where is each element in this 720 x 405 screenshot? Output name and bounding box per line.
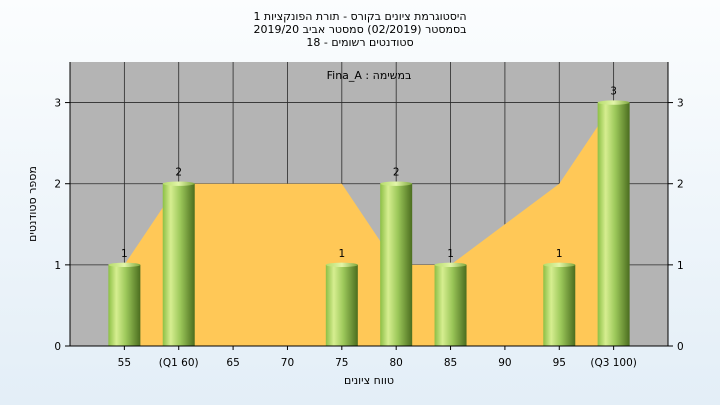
bar-top-cap [380, 181, 413, 186]
chart-title-line-3: סטודנטים רשומים - 18 [306, 36, 414, 49]
bar-value-label: 1 [556, 248, 563, 260]
bar-value-label: 3 [610, 86, 617, 98]
left-y-tick-label: 3 [54, 98, 61, 110]
left-y-tick-label: 1 [54, 260, 61, 272]
x-tick-label: (Q1 60) [159, 357, 199, 369]
right-y-tick-label: 0 [677, 341, 684, 353]
histogram-bar [162, 183, 195, 346]
bar-value-label: 2 [175, 167, 182, 179]
histogram-bar [108, 264, 141, 346]
bar-series: 1 2 1 2 1 1 3 [108, 86, 630, 346]
x-tick-label: 80 [389, 357, 402, 369]
histogram-bar [434, 264, 467, 346]
histogram-bar [543, 264, 576, 346]
x-tick-label: 75 [335, 357, 348, 369]
y-axis-label: מספר סטודנטים [26, 166, 39, 242]
chart-titles: היסטוגרמת ציונים בקורס - תורת הפונקציות … [0, 10, 720, 49]
x-tick-label: 85 [444, 357, 457, 369]
bar-value-label: 1 [447, 248, 454, 260]
area-series [124, 102, 614, 346]
right-y-tick-label: 1 [677, 260, 684, 272]
x-tick-label: 70 [281, 357, 294, 369]
x-tick-label: 65 [226, 357, 239, 369]
left-y-tick-label: 2 [54, 179, 61, 191]
x-axis-label: טווח ציונים [344, 374, 394, 387]
plot-inner-title: Fina_A : במשימה [327, 69, 412, 82]
chart-title-line-2: בסמסטר (02/2019) סמסטר אביב 2019/20 [253, 23, 467, 36]
bar-top-cap [108, 262, 141, 268]
bar-top-cap [543, 262, 576, 268]
x-tick-label: (Q3 100) [590, 357, 637, 369]
right-y-tick-label: 3 [677, 98, 684, 110]
bar-value-label: 1 [338, 248, 345, 260]
x-tick-label: 90 [498, 357, 511, 369]
histogram-bar [380, 183, 413, 346]
axes [69, 62, 669, 347]
bar-top-cap [162, 181, 195, 186]
left-y-tick-labels: 0 1 2 3 [54, 98, 70, 353]
chart-title-line-1: היסטוגרמת ציונים בקורס - תורת הפונקציות … [253, 10, 467, 23]
bar-top-cap [325, 262, 358, 268]
bar-top-cap [597, 100, 630, 105]
histogram-bar [597, 102, 630, 346]
left-y-tick-label: 0 [54, 341, 61, 353]
bar-value-label: 1 [121, 248, 128, 260]
right-y-tick-labels: 0 1 2 3 [668, 98, 684, 353]
x-tick-label: 55 [118, 357, 131, 369]
x-tick-labels: 55 (Q1 60) 65 70 75 80 85 90 95 (Q3 100) [118, 346, 637, 369]
histogram-bar [325, 264, 358, 346]
bar-value-label: 2 [393, 167, 400, 179]
x-tick-label: 95 [553, 357, 566, 369]
right-y-tick-label: 2 [677, 179, 684, 191]
bar-top-cap [434, 262, 467, 268]
